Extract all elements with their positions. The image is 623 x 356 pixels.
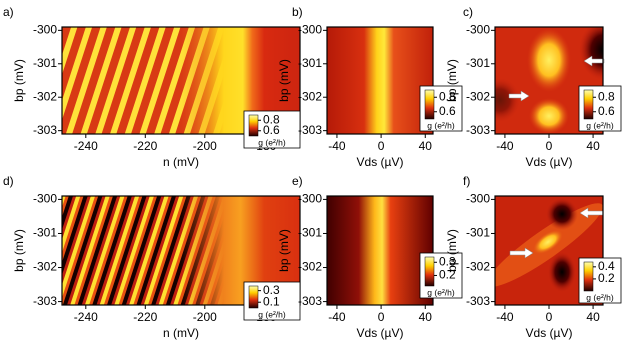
y-tick-label: -303 xyxy=(33,123,57,137)
colorbar-label: g (e²/h) xyxy=(586,120,614,130)
colorbar-tick-label: 0.6 xyxy=(263,123,280,137)
y-tick-label: -301 xyxy=(466,56,490,70)
y-axis-label: bp (mV) xyxy=(277,229,291,272)
y-axis-label: bp (mV) xyxy=(277,59,291,102)
x-tick-label: -240 xyxy=(74,310,98,324)
y-tick-label: -300 xyxy=(298,192,322,206)
x-tick-label: -240 xyxy=(74,139,98,153)
x-axis-label: Vds (µV) xyxy=(357,155,404,169)
y-axis-label: bp (mV) xyxy=(12,229,26,272)
x-tick-label: 40 xyxy=(586,139,600,153)
colorbar-tick-label: 0.6 xyxy=(598,104,615,118)
x-tick-label: -40 xyxy=(496,310,514,324)
colorbar-tick-label: 0.4 xyxy=(598,259,615,273)
y-tick-label: -302 xyxy=(466,260,490,274)
colorbar-tick-label: 0.6 xyxy=(439,104,456,118)
heatmap-b xyxy=(327,27,433,134)
y-tick-label: -302 xyxy=(298,260,322,274)
arrows xyxy=(508,55,605,259)
heatmap-a xyxy=(62,27,300,134)
colorbar-label: g (e²/h) xyxy=(427,287,455,297)
y-tick-label: -300 xyxy=(466,23,490,37)
y-tick-label: -303 xyxy=(298,294,322,308)
y-tick-label: -303 xyxy=(298,123,322,137)
plot-frame xyxy=(326,26,434,135)
y-tick-label: -302 xyxy=(298,89,322,103)
x-axis-label: n (mV) xyxy=(163,155,199,169)
y-tick-label: -301 xyxy=(33,226,57,240)
x-tick-label: 0 xyxy=(378,139,385,153)
colorbar-tick-label: 0.8 xyxy=(598,89,615,103)
y-tick-label: -302 xyxy=(33,260,57,274)
y-tick-label: -303 xyxy=(33,294,57,308)
x-axis-label: Vds (µV) xyxy=(526,326,573,340)
y-tick-label: -300 xyxy=(466,192,490,206)
panel-label: e) xyxy=(292,174,303,188)
colorbar-tick-label: 0.3 xyxy=(439,254,456,268)
y-tick-label: -303 xyxy=(466,294,490,308)
x-tick-label: -220 xyxy=(133,139,157,153)
colorbar-tick-label: 0.2 xyxy=(598,271,615,285)
x-axis-label: Vds (µV) xyxy=(526,155,573,169)
y-tick-label: -300 xyxy=(33,23,57,37)
x-tick-label: 40 xyxy=(419,139,433,153)
heatmap-e xyxy=(327,196,433,305)
plot-frame xyxy=(61,195,301,306)
y-tick-label: -303 xyxy=(466,123,490,137)
y-tick-label: -301 xyxy=(298,56,322,70)
plot-frame xyxy=(326,195,434,306)
panel-label: d) xyxy=(3,174,14,188)
x-tick-label: 0 xyxy=(546,139,553,153)
plot-frame xyxy=(61,26,301,135)
y-tick-label: -302 xyxy=(466,89,490,103)
x-tick-label: -200 xyxy=(193,139,217,153)
panel-label: c) xyxy=(463,5,473,19)
colorbar-tick-label: 0.8 xyxy=(439,89,456,103)
colorbar-label: g (e²/h) xyxy=(586,292,614,302)
y-tick-label: -300 xyxy=(33,192,57,206)
colorbar-label: g (e²/h) xyxy=(427,120,455,130)
x-axis-label: n (mV) xyxy=(163,326,199,340)
colorbar xyxy=(583,261,594,292)
x-tick-label: -40 xyxy=(328,139,346,153)
colorbar xyxy=(424,89,435,120)
colorbar-tick-label: 0.8 xyxy=(263,112,280,126)
colorbar xyxy=(248,114,259,137)
y-axis-label: bp (mV) xyxy=(12,59,26,102)
panel-label: f) xyxy=(463,174,470,188)
x-axis-label: Vds (µV) xyxy=(357,326,404,340)
x-tick-label: 0 xyxy=(546,310,553,324)
panel-label: b) xyxy=(292,5,303,19)
colorbar xyxy=(248,285,259,309)
y-tick-label: -301 xyxy=(466,226,490,240)
y-tick-label: -301 xyxy=(33,56,57,70)
y-axis-label: bp (mV) xyxy=(445,59,459,102)
colorbar-tick-label: 0.3 xyxy=(263,283,280,297)
x-tick-label: 0 xyxy=(378,310,385,324)
colorbar-tick-label: 0.2 xyxy=(439,268,456,282)
colorbar-label: g (e²/h) xyxy=(258,137,286,147)
x-tick-label: 40 xyxy=(419,310,433,324)
y-tick-label: -301 xyxy=(298,226,322,240)
x-tick-label: -40 xyxy=(496,139,514,153)
y-tick-label: -300 xyxy=(298,23,322,37)
y-axis-label: bp (mV) xyxy=(445,229,459,272)
panel-label: a) xyxy=(3,5,14,19)
colorbar-label: g (e²/h) xyxy=(258,309,286,319)
colorbar-tick-label: 0.1 xyxy=(263,294,280,308)
colorbar xyxy=(424,256,435,287)
x-tick-label: 40 xyxy=(586,310,600,324)
y-tick-label: -302 xyxy=(33,89,57,103)
x-tick-label: -200 xyxy=(193,310,217,324)
colorbar xyxy=(583,89,594,120)
x-tick-label: -220 xyxy=(133,310,157,324)
x-tick-label: -40 xyxy=(328,310,346,324)
